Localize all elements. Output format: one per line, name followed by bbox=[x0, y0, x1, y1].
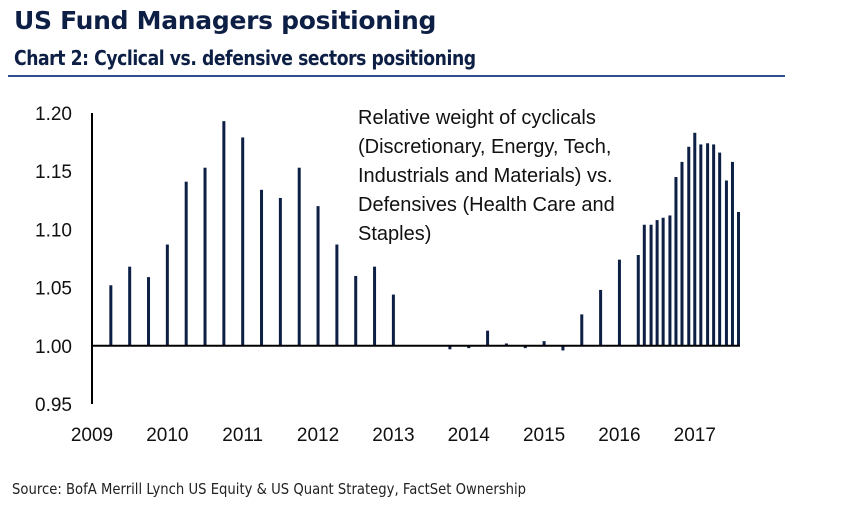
x-tick-label: 2017 bbox=[674, 425, 716, 446]
bar bbox=[617, 259, 621, 346]
bar bbox=[391, 294, 395, 346]
bar bbox=[736, 211, 740, 346]
bar bbox=[222, 121, 226, 346]
bar bbox=[706, 143, 710, 346]
bar bbox=[699, 144, 703, 346]
bar bbox=[316, 206, 320, 346]
x-tick-label: 2014 bbox=[448, 425, 491, 446]
x-tick-label: 2012 bbox=[297, 425, 339, 446]
bar bbox=[642, 224, 646, 346]
bar bbox=[674, 177, 678, 346]
chart-annotation: Relative weight of cyclicals (Discretion… bbox=[358, 107, 615, 245]
bar bbox=[467, 345, 471, 349]
y-tick-label: 1.10 bbox=[35, 220, 72, 241]
bar bbox=[128, 266, 132, 346]
bar bbox=[636, 255, 640, 346]
x-tick-label: 2010 bbox=[146, 425, 188, 446]
bar bbox=[599, 289, 603, 346]
x-tick-label: 2016 bbox=[598, 425, 640, 446]
bar bbox=[724, 180, 728, 346]
bar bbox=[184, 181, 188, 346]
bar bbox=[203, 167, 207, 346]
bar bbox=[486, 330, 490, 346]
bar bbox=[649, 224, 653, 346]
bar bbox=[680, 161, 684, 346]
bar bbox=[542, 341, 546, 346]
bar bbox=[712, 144, 716, 346]
bar bbox=[655, 220, 659, 346]
x-tick-label: 2011 bbox=[222, 425, 263, 446]
bar bbox=[278, 197, 282, 346]
bar bbox=[260, 189, 264, 346]
bar bbox=[448, 345, 452, 350]
bar bbox=[147, 277, 151, 346]
bar bbox=[165, 244, 169, 346]
title-divider bbox=[8, 75, 785, 77]
bar bbox=[693, 132, 697, 346]
source-note: Source: BofA Merrill Lynch US Equity & U… bbox=[12, 480, 527, 498]
y-tick-label: 1.00 bbox=[35, 337, 72, 358]
bar bbox=[523, 345, 527, 349]
x-tick-label: 2013 bbox=[372, 425, 414, 446]
bar bbox=[354, 275, 358, 346]
bar bbox=[504, 343, 508, 346]
bar bbox=[661, 217, 665, 346]
chart-subtitle: Chart 2: Cyclical vs. defensive sectors … bbox=[14, 46, 476, 70]
y-tick-label: 1.05 bbox=[35, 279, 72, 300]
bar bbox=[297, 167, 301, 346]
bar bbox=[373, 266, 377, 346]
bar bbox=[668, 215, 672, 346]
y-tick-label: 1.20 bbox=[35, 104, 72, 125]
bar bbox=[109, 285, 113, 346]
bar bbox=[561, 345, 565, 351]
x-axis-ticks: 2009 2010 2011 2012 2013 2014 2015 2016 2017 bbox=[71, 425, 716, 446]
bar bbox=[718, 152, 722, 346]
bar bbox=[730, 161, 734, 346]
y-tick-label: 1.15 bbox=[35, 162, 72, 183]
bar bbox=[580, 314, 584, 346]
bar bbox=[335, 244, 339, 346]
chart-page-title: US Fund Managers positioning bbox=[14, 6, 437, 35]
y-axis-ticks: 1.20 1.15 1.10 1.05 1.00 0.95 bbox=[35, 104, 72, 416]
bar bbox=[687, 146, 691, 346]
y-tick-label: 0.95 bbox=[35, 395, 72, 416]
bar-series bbox=[109, 121, 740, 351]
x-tick-label: 2015 bbox=[523, 425, 565, 446]
x-tick-label: 2009 bbox=[71, 425, 113, 446]
bar bbox=[241, 137, 245, 346]
